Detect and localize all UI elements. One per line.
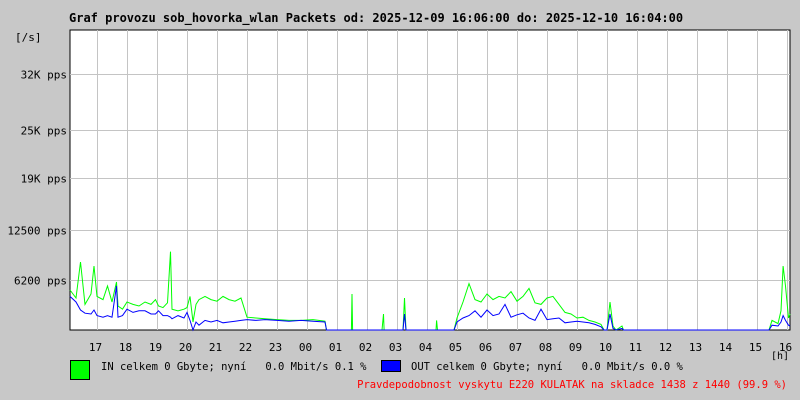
x-tick-label: 13: [689, 341, 702, 354]
x-tick-label: 03: [389, 341, 402, 354]
x-tick-label: 18: [119, 341, 132, 354]
grid: [70, 30, 790, 330]
legend-swatch-out: [381, 360, 401, 372]
x-tick-label: 11: [629, 341, 642, 354]
x-tick-label: 06: [479, 341, 492, 354]
axis-labels: 17 18 19 20 21 22 23 00 01 02 03 04 05 06 07 08 09 10 11 12…: [7, 31, 792, 362]
x-tick-label: 16: [779, 341, 792, 354]
x-tick-label: 10: [599, 341, 612, 354]
x-tick-label: 17: [89, 341, 102, 354]
chart-title: Graf provozu sob_hovorka_wlan Packets od…: [69, 11, 684, 25]
footer-note: Pravdepodobnost vyskytu E220 KULATAK na …: [357, 379, 787, 391]
x-tick-label: 04: [419, 341, 433, 354]
y-tick-label: 12500 pps: [7, 225, 67, 238]
legend-out-text: OUT celkem 0 Gbyte; nyní 0.0 Mbit/s 0.0 …: [411, 361, 683, 373]
x-tick-label: 23: [269, 341, 282, 354]
x-tick-label: 05: [449, 341, 462, 354]
y-axis-label: [/s]: [15, 31, 42, 44]
x-axis-label: [h]: [771, 351, 789, 362]
legend-swatch-in: [70, 360, 90, 380]
x-tick-label: 22: [239, 341, 252, 354]
x-tick-label: 07: [509, 341, 522, 354]
x-tick-label: 02: [359, 341, 372, 354]
x-tick-label: 12: [659, 341, 672, 354]
x-tick-label: 09: [569, 341, 582, 354]
x-tick-label: 01: [329, 341, 342, 354]
series-line-out: [69, 285, 791, 332]
y-tick-label: 25K pps: [21, 125, 67, 138]
x-tick-label: 19: [149, 341, 162, 354]
y-tick-label: 32K pps: [21, 69, 67, 82]
x-tick-label: 15: [749, 341, 762, 354]
x-tick-label: 20: [179, 341, 192, 354]
x-tick-label: 14: [719, 341, 733, 354]
x-tick-label: 21: [209, 341, 222, 354]
x-tick-label: 00: [299, 341, 312, 354]
series-layer: [69, 251, 791, 332]
y-tick-label: 19K pps: [21, 173, 67, 186]
y-tick-label: 6200 pps: [14, 275, 67, 288]
legend-in-text: IN celkem 0 Gbyte; nyní 0.0 Mbit/s 0.1 %: [101, 361, 367, 373]
x-tick-label: 08: [539, 341, 552, 354]
